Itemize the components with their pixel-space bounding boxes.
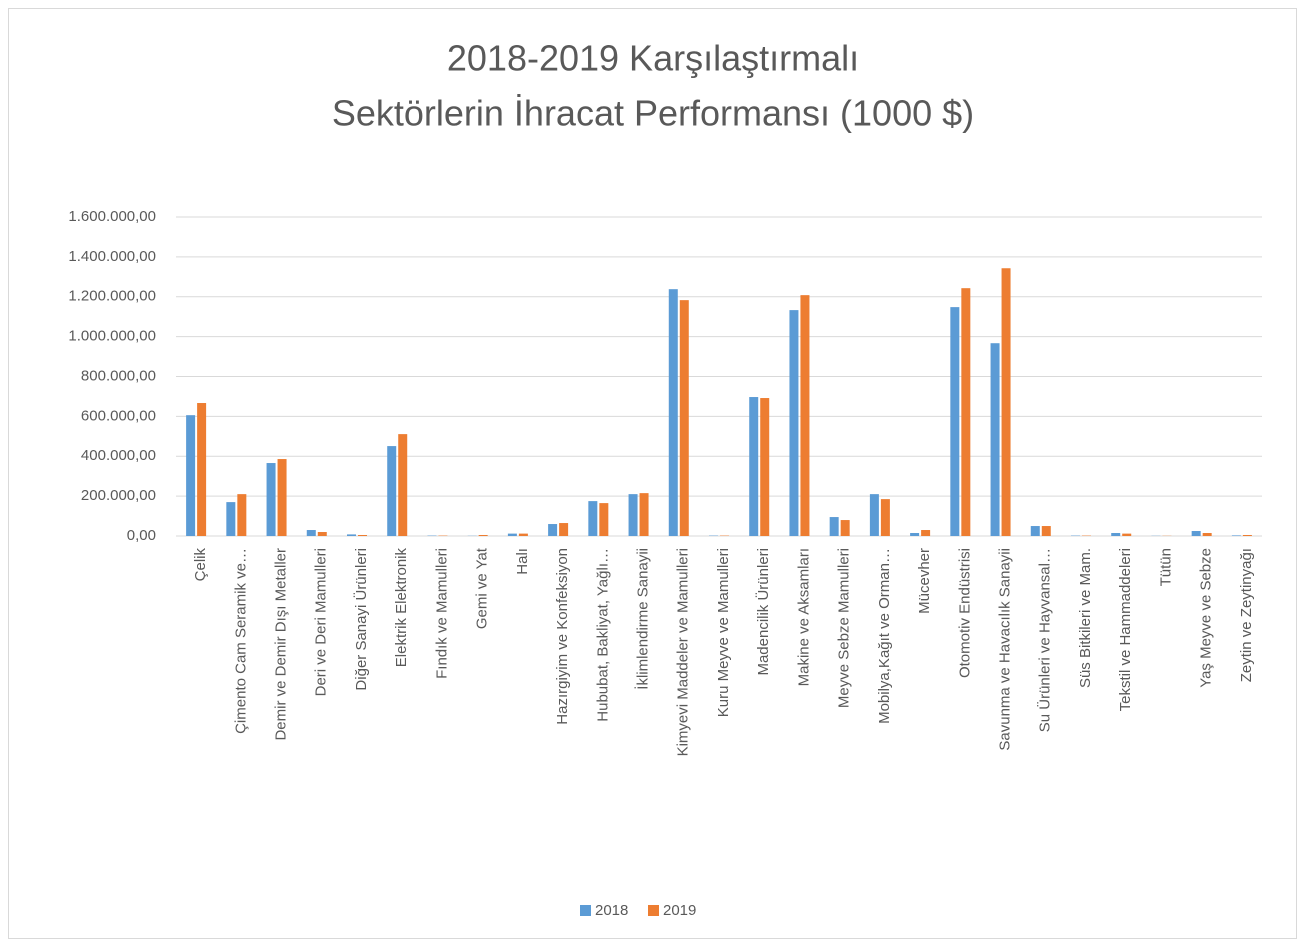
y-tick-label: 1.400.000,00 xyxy=(68,248,156,265)
x-tick-label: Gemi ve Yat xyxy=(474,547,491,629)
x-tick-label: Mobilya,Kağıt ve Orman… xyxy=(876,548,893,724)
y-tick-label: 200.000,00 xyxy=(81,487,156,504)
x-tick-label: Hububat, Bakliyat, Yağlı… xyxy=(594,548,611,722)
y-tick-label: 0,00 xyxy=(127,527,156,544)
bar xyxy=(599,503,609,536)
bar xyxy=(1041,526,1051,536)
bar xyxy=(1191,531,1201,536)
x-tick-label: Zeytin ve Zeytinyağı xyxy=(1238,548,1255,682)
bar xyxy=(1242,535,1252,536)
x-tick-label: Çimento Cam Seramik ve… xyxy=(232,548,249,734)
bar xyxy=(358,535,367,536)
bar xyxy=(829,517,839,536)
bar xyxy=(317,532,327,536)
x-tick-label: Tütün xyxy=(1157,548,1174,586)
legend-label: 2018 xyxy=(595,902,628,919)
bar xyxy=(668,289,678,536)
legend-swatch xyxy=(580,905,591,916)
bar xyxy=(277,459,287,536)
bar xyxy=(840,520,850,536)
bar xyxy=(950,307,960,536)
x-tick-label: Tekstil ve Hammaddeleri xyxy=(1117,548,1134,711)
x-tick-label: Diğer Sanayi Ürünleri xyxy=(352,548,370,691)
bar xyxy=(507,533,517,536)
x-tick-label: Yaş Meyve ve Sebze xyxy=(1198,548,1215,688)
bar xyxy=(1231,535,1241,536)
bar xyxy=(478,535,488,536)
x-tick-label: Savunma ve Havacılık Sanayii xyxy=(997,548,1014,751)
bar xyxy=(1122,533,1132,536)
bar xyxy=(237,494,247,536)
x-tick-label: Mücevher xyxy=(916,548,933,614)
x-tick-label: Demir ve Demir Dışı Metaller xyxy=(273,548,290,741)
x-tick-label: Madencilik Ürünleri xyxy=(754,548,772,676)
bar xyxy=(679,300,689,536)
bar xyxy=(880,499,890,536)
bar xyxy=(1202,533,1212,536)
bar xyxy=(306,530,316,536)
x-tick-label: Çelik xyxy=(192,548,209,582)
y-tick-label: 1.200.000,00 xyxy=(68,288,156,305)
bar xyxy=(186,415,196,536)
bar xyxy=(789,310,799,536)
y-tick-label: 1.600.000,00 xyxy=(68,208,156,225)
bar xyxy=(961,288,971,536)
y-tick-label: 800.000,00 xyxy=(81,367,156,384)
bar xyxy=(990,343,1000,536)
x-tick-label: İklimlendirme Sanayii xyxy=(634,548,652,690)
chart-title: Sektörlerin İhracat Performansı (1000 $) xyxy=(332,93,974,134)
bar xyxy=(1030,526,1040,536)
y-tick-label: 600.000,00 xyxy=(81,407,156,424)
bar xyxy=(266,463,276,536)
y-tick-label: 400.000,00 xyxy=(81,447,156,464)
bar xyxy=(1111,533,1121,536)
bar xyxy=(559,523,569,536)
bar xyxy=(347,534,356,536)
bar xyxy=(800,295,810,536)
x-tick-label: Su Ürünleri ve Hayvansal… xyxy=(1036,548,1054,732)
bar xyxy=(921,530,931,536)
x-tick-label: Makine ve Aksamları xyxy=(795,548,812,686)
chart-title: 2018-2019 Karşılaştırmalı xyxy=(447,38,859,79)
bar xyxy=(197,403,207,536)
x-tick-label: Hazırgiyim ve Konfeksiyon xyxy=(554,548,571,725)
bar xyxy=(639,493,649,536)
y-tick-label: 1.000.000,00 xyxy=(68,328,156,345)
x-tick-label: Kimyevi Maddeler ve Mamulleri xyxy=(675,548,692,756)
chart-border xyxy=(8,8,1297,939)
legend-swatch xyxy=(648,905,659,916)
x-tick-label: Deri ve Deri Mamulleri xyxy=(313,548,330,696)
bar xyxy=(869,494,879,536)
x-tick-label: Halı xyxy=(514,548,531,575)
bar xyxy=(910,533,920,536)
bar xyxy=(226,502,236,536)
x-tick-label: Otomotiv Endüstrisi xyxy=(956,548,973,678)
x-tick-label: Kuru Meyve ve Mamulleri xyxy=(715,548,732,717)
bar xyxy=(387,446,397,536)
bar xyxy=(518,533,528,536)
bar xyxy=(398,434,408,536)
x-tick-label: Fındık ve Mamulleri xyxy=(433,548,450,679)
bar xyxy=(548,524,558,536)
x-tick-label: Meyve Sebze Mamulleri xyxy=(836,548,853,708)
bar xyxy=(760,398,770,536)
bar xyxy=(628,494,638,536)
legend-label: 2019 xyxy=(663,902,696,919)
x-tick-label: Süs Bitkileri ve Mam. xyxy=(1077,548,1094,688)
x-tick-label: Elektrik Elektronik xyxy=(393,548,410,668)
bar xyxy=(749,397,759,536)
bar xyxy=(1001,268,1011,536)
bar xyxy=(588,501,598,536)
